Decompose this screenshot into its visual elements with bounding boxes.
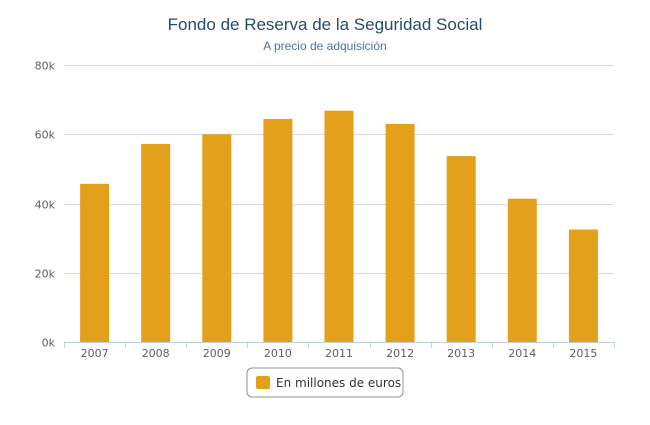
bar-2010[interactable] — [263, 119, 293, 342]
y-axis-ticks: 0k 20k 40k 60k 80k — [35, 60, 56, 350]
y-tick-label: 60k — [35, 129, 56, 142]
x-tick-label: 2013 — [447, 347, 475, 360]
bar-2013[interactable] — [446, 156, 476, 342]
bar-2007[interactable] — [80, 183, 110, 342]
x-tick-label: 2010 — [264, 347, 292, 360]
legend[interactable]: En millones de euros — [246, 367, 404, 398]
bar-2011[interactable] — [324, 110, 354, 342]
x-tick-label: 2007 — [81, 347, 109, 360]
bar-2015[interactable] — [568, 229, 598, 343]
x-tick-label: 2011 — [325, 347, 353, 360]
legend-box[interactable] — [246, 367, 404, 398]
x-tick-label: 2015 — [569, 347, 597, 360]
y-tick-label: 80k — [35, 60, 56, 73]
bar-2008[interactable] — [141, 143, 171, 342]
chart-title: Fondo de Reserva de la Seguridad Social — [168, 15, 483, 34]
x-tick-label: 2012 — [386, 347, 414, 360]
legend-swatch — [256, 376, 270, 389]
x-tick-label: 2008 — [142, 347, 170, 360]
y-tick-label: 20k — [35, 268, 56, 281]
x-axis-ticks: 2007 2008 2009 2010 2011 2012 2013 2014 2015 — [64, 342, 615, 360]
bar-2012[interactable] — [385, 123, 415, 343]
bar-2009[interactable] — [202, 134, 232, 343]
legend-label: En millones de euros — [276, 376, 401, 390]
x-tick-label: 2014 — [508, 347, 536, 360]
y-tick-label: 0k — [42, 337, 56, 350]
x-tick-label: 2009 — [203, 347, 231, 360]
chart-subtitle: A precio de adquisición — [263, 39, 386, 53]
bar-2014[interactable] — [507, 198, 537, 342]
y-tick-label: 40k — [35, 199, 56, 212]
bars — [80, 110, 598, 343]
